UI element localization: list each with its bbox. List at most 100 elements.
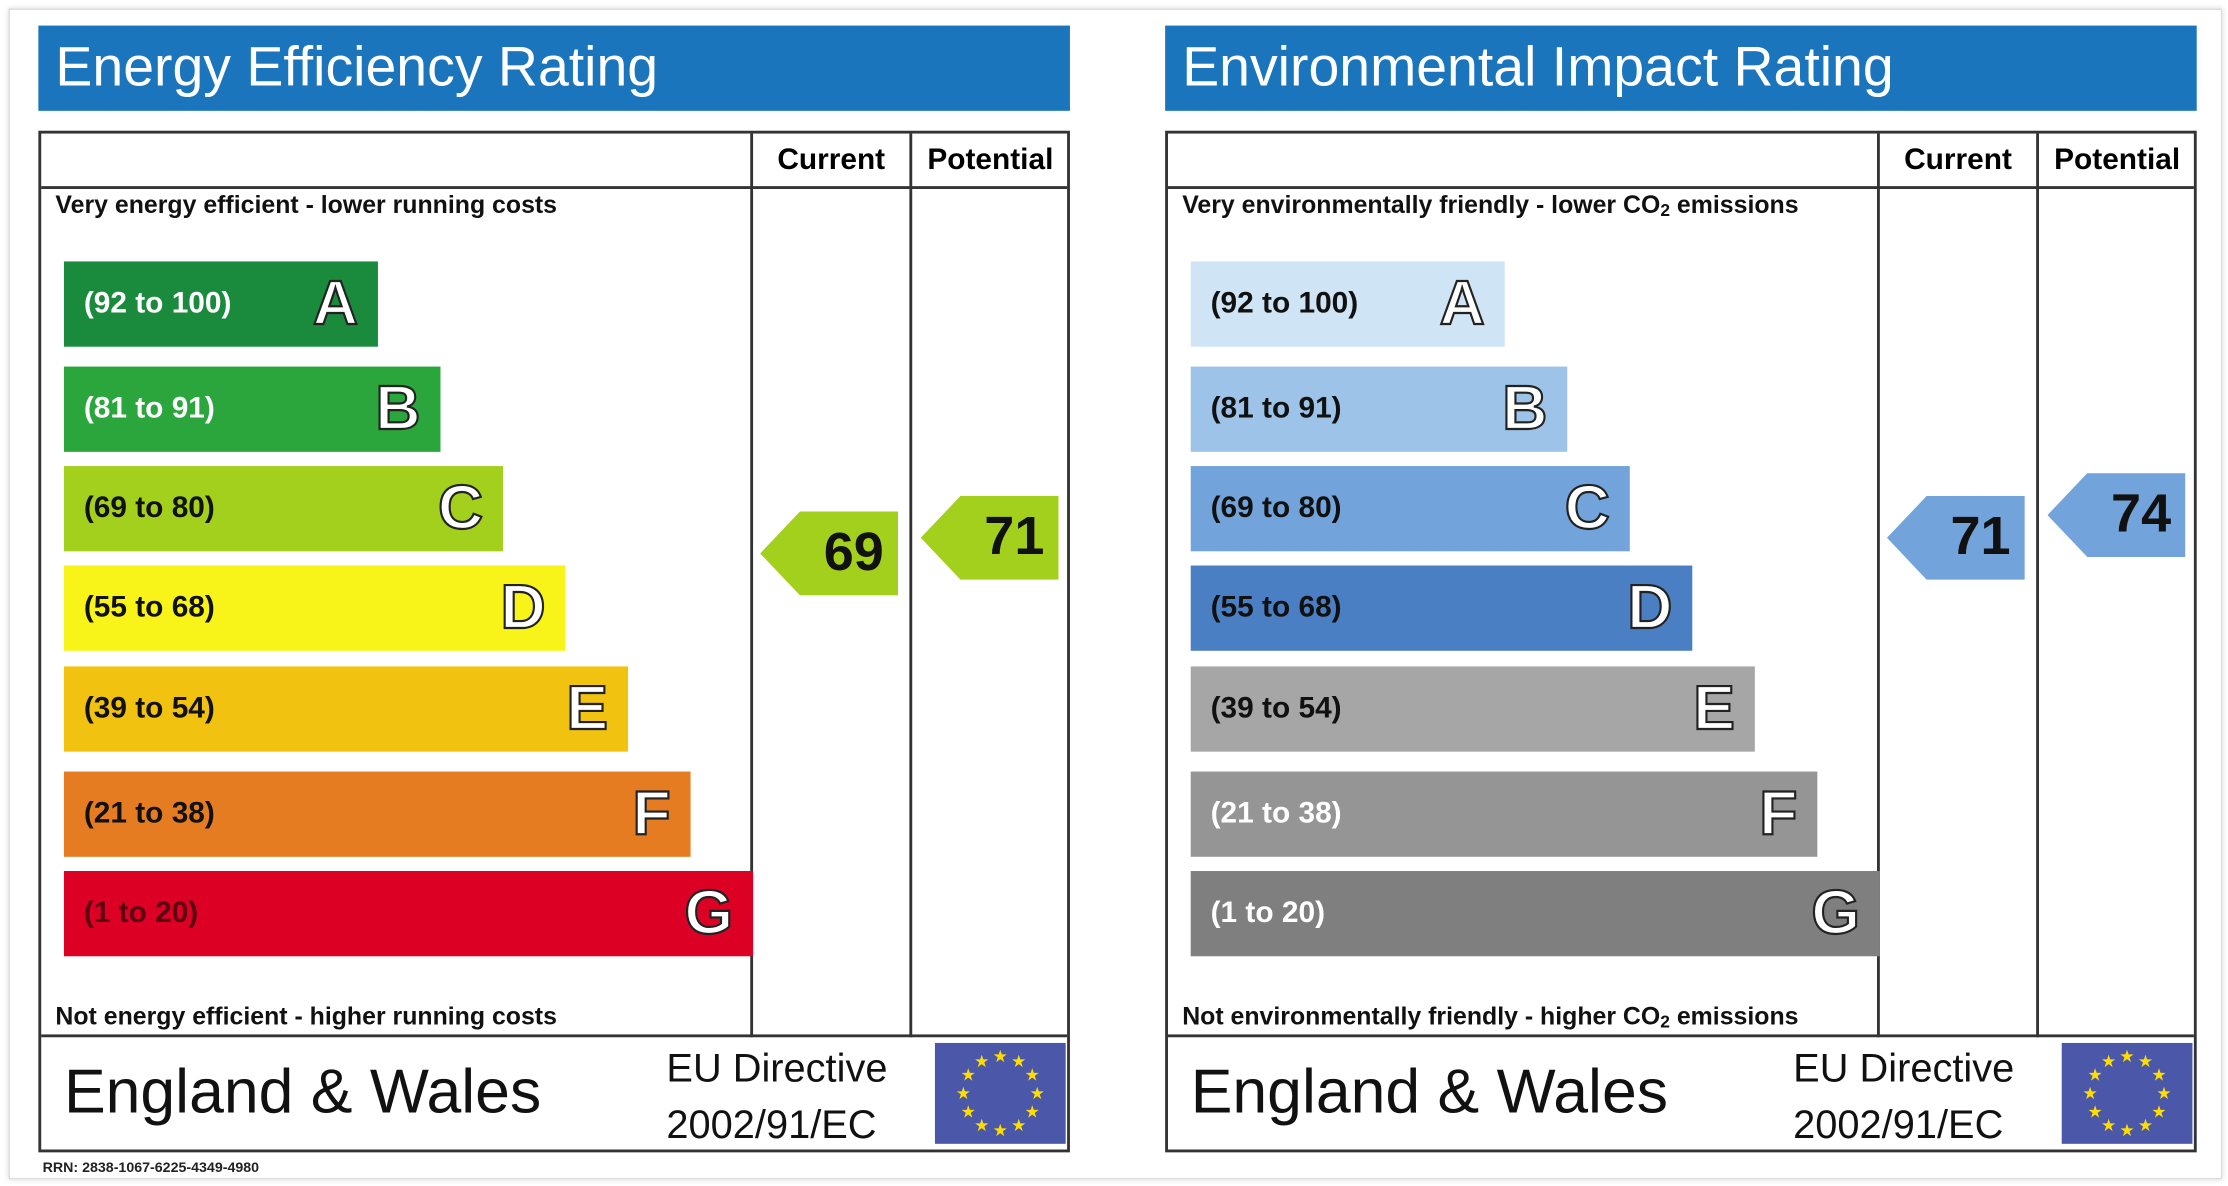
caption-subscript: 2 xyxy=(1660,200,1671,221)
star-icon: ★ xyxy=(1025,1066,1040,1085)
band-letter: A xyxy=(312,267,359,339)
header-row xyxy=(1167,134,2194,189)
band-a: (92 to 100) A xyxy=(1190,261,1505,347)
directive-line-2: 2002/91/EC xyxy=(1793,1102,2004,1147)
band-a: (92 to 100) A xyxy=(63,261,378,347)
band-letter: C xyxy=(437,472,484,544)
star-icon: ★ xyxy=(993,1121,1008,1140)
star-icon: ★ xyxy=(2138,1116,2153,1135)
potential-rating-arrow: 71 xyxy=(920,495,1059,580)
band-range: (55 to 68) xyxy=(1210,591,1342,624)
energy-efficiency-panel: Energy Efficiency Rating Current Potenti… xyxy=(38,0,1070,1185)
band-letter: D xyxy=(1626,572,1673,644)
divider xyxy=(1877,133,1880,1038)
band-range: (39 to 54) xyxy=(83,691,215,725)
star-icon: ★ xyxy=(1030,1084,1045,1103)
band-e: (39 to 54) E xyxy=(1190,666,1755,752)
band-e: (39 to 54) E xyxy=(63,666,629,752)
star-icon: ★ xyxy=(2138,1052,2153,1071)
eu-flag-icon: ★ ★ ★ ★ ★ ★ ★ ★ ★ ★ ★ ★ xyxy=(2061,1042,2193,1144)
divider xyxy=(909,133,913,1038)
band-f: (21 to 38) F xyxy=(1190,771,1818,857)
band-range: (69 to 80) xyxy=(83,491,215,525)
star-icon: ★ xyxy=(974,1052,989,1071)
arrow-shape xyxy=(760,511,899,596)
band-c: (69 to 80) C xyxy=(1190,466,1630,552)
top-caption: Very environmentally friendly - lower CO… xyxy=(1182,190,1798,220)
band-range: (92 to 100) xyxy=(83,287,232,320)
band-b: (81 to 91) B xyxy=(63,366,441,452)
footer-divider xyxy=(41,1034,1068,1038)
band-letter: C xyxy=(1564,472,1611,544)
directive-line-1: EU Directive xyxy=(666,1045,888,1090)
region-label: England & Wales xyxy=(1190,1057,1668,1127)
directive-line-1: EU Directive xyxy=(1793,1045,2015,1090)
band-letter: A xyxy=(1439,267,1486,339)
potential-column-header: Potential xyxy=(927,143,1054,177)
panel-title: Environmental Impact Rating xyxy=(1165,25,2197,111)
band-c: (69 to 80) C xyxy=(63,466,503,552)
band-range: (81 to 91) xyxy=(83,392,215,425)
caption-subscript: 2 xyxy=(1660,1011,1670,1032)
band-range: (21 to 38) xyxy=(1210,797,1342,830)
eu-directive: EU Directive 2002/91/EC xyxy=(666,1040,887,1154)
rating-box: Current Potential Very environmentally f… xyxy=(1165,130,2197,1154)
band-range: (55 to 68) xyxy=(83,591,215,624)
star-icon: ★ xyxy=(961,1066,976,1085)
arrow-shape xyxy=(1886,495,2025,580)
star-icon: ★ xyxy=(2101,1116,2116,1135)
environmental-impact-panel: Environmental Impact Rating Current Pote… xyxy=(1165,0,2197,1185)
star-icon: ★ xyxy=(2082,1084,2097,1103)
arrow-shape xyxy=(920,495,1059,580)
band-g: (1 to 20) G xyxy=(1190,871,1880,957)
band-range: (1 to 20) xyxy=(1210,896,1326,930)
caption-text: emissions xyxy=(1670,190,1799,219)
rating-box: Current Potential Very energy efficient … xyxy=(38,130,1070,1154)
star-icon: ★ xyxy=(2151,1103,2166,1122)
star-icon: ★ xyxy=(2119,1047,2134,1066)
header-row xyxy=(41,134,1068,189)
current-column-header: Current xyxy=(1904,143,2012,177)
arrow-shape xyxy=(2047,473,2186,557)
star-icon: ★ xyxy=(2151,1066,2166,1085)
current-rating-arrow: 71 xyxy=(1886,495,2025,580)
bottom-caption: Not environmentally friendly - higher CO… xyxy=(1182,1002,1798,1032)
band-letter: G xyxy=(683,877,734,949)
star-icon: ★ xyxy=(2087,1103,2102,1122)
potential-rating-value: 74 xyxy=(2111,484,2172,545)
band-letter: B xyxy=(374,373,421,445)
band-g: (1 to 20) G xyxy=(63,871,754,957)
bottom-caption: Not energy efficient - higher running co… xyxy=(55,1001,557,1031)
eu-directive: EU Directive 2002/91/EC xyxy=(1793,1040,2014,1154)
region-label: England & Wales xyxy=(63,1057,542,1127)
band-letter: E xyxy=(565,672,609,744)
band-letter: F xyxy=(631,778,671,850)
star-icon: ★ xyxy=(2087,1066,2102,1085)
footer-divider xyxy=(1167,1034,2194,1038)
band-letter: F xyxy=(1758,778,1798,850)
band-d: (55 to 68) D xyxy=(63,565,566,651)
rrn-number: RRN: 2838-1067-6225-4349-4980 xyxy=(42,1160,260,1177)
current-rating-value: 69 xyxy=(823,522,884,583)
band-range: (39 to 54) xyxy=(1210,691,1342,725)
band-f: (21 to 38) F xyxy=(63,771,691,857)
current-rating-value: 71 xyxy=(1950,507,2011,567)
star-icon: ★ xyxy=(1011,1116,1026,1135)
top-caption: Very energy efficient - lower running co… xyxy=(55,190,558,219)
band-letter: E xyxy=(1692,672,1736,744)
star-icon: ★ xyxy=(993,1047,1008,1066)
band-range: (81 to 91) xyxy=(1210,392,1342,425)
potential-column-header: Potential xyxy=(2054,143,2181,177)
band-letter: G xyxy=(1810,877,1861,949)
caption-text: emissions xyxy=(1669,1001,1799,1031)
star-icon: ★ xyxy=(2156,1084,2171,1103)
star-icon: ★ xyxy=(1011,1052,1026,1071)
band-range: (69 to 80) xyxy=(1210,491,1342,525)
current-column-header: Current xyxy=(777,143,886,177)
band-letter: D xyxy=(499,572,546,644)
current-rating-arrow: 69 xyxy=(760,511,899,596)
band-letter: B xyxy=(1501,373,1548,445)
frame xyxy=(8,8,2223,1180)
panel-title: Energy Efficiency Rating xyxy=(38,25,1070,111)
